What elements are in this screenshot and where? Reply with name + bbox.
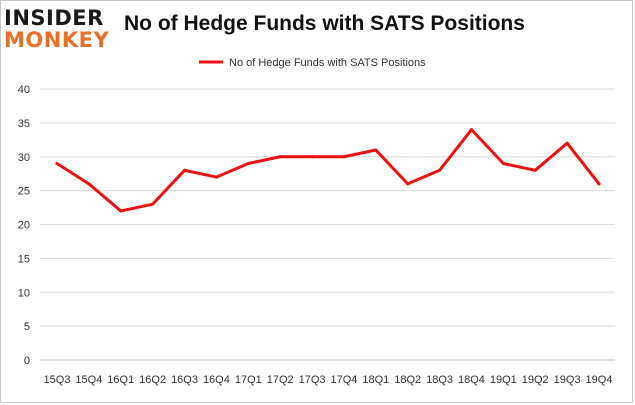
data-point <box>406 182 410 186</box>
data-point <box>597 182 601 186</box>
y-tick-label: 5 <box>24 321 30 333</box>
data-point <box>533 168 537 172</box>
data-point <box>214 175 218 179</box>
y-tick-label: 40 <box>18 84 30 96</box>
series-line <box>55 128 601 213</box>
legend-label: No of Hedge Funds with SATS Positions <box>229 57 426 69</box>
data-point <box>342 155 346 159</box>
data-point <box>278 155 282 159</box>
x-tick-label: 18Q4 <box>458 374 485 386</box>
x-tick-label: 17Q2 <box>267 374 294 386</box>
x-tick-label: 18Q3 <box>426 374 453 386</box>
x-tick-label: 15Q3 <box>44 374 71 386</box>
x-tick-label: 17Q3 <box>299 374 326 386</box>
y-tick-label: 10 <box>18 287 30 299</box>
insider-monkey-logo: INSIDER MONKEY <box>4 6 116 52</box>
y-tick-label: 20 <box>18 220 30 232</box>
data-point <box>87 182 91 186</box>
data-point <box>151 202 155 206</box>
x-tick-label: 19Q2 <box>522 374 549 386</box>
logo-line-2: MONKEY <box>4 28 110 52</box>
y-tick-label: 15 <box>18 253 30 265</box>
x-tick-label: 18Q1 <box>362 374 389 386</box>
x-tick-label: 18Q2 <box>394 374 421 386</box>
logo-line-1: INSIDER <box>4 6 104 30</box>
data-point <box>246 162 250 166</box>
x-tick-label: 16Q2 <box>139 374 166 386</box>
data-point <box>55 162 59 166</box>
y-tick-label: 25 <box>18 186 30 198</box>
y-tick-label: 0 <box>24 355 30 367</box>
data-point <box>438 168 442 172</box>
x-tick-label: 16Q1 <box>107 374 134 386</box>
y-tick-label: 30 <box>18 152 30 164</box>
data-point <box>310 155 314 159</box>
x-tick-label: 16Q3 <box>171 374 198 386</box>
data-point <box>119 209 123 213</box>
chart-title: No of Hedge Funds with SATS Positions <box>124 12 525 35</box>
x-tick-label: 19Q4 <box>586 374 613 386</box>
x-tick-label: 15Q4 <box>75 374 102 386</box>
y-tick-label: 35 <box>18 118 30 130</box>
data-point <box>374 148 378 152</box>
data-point <box>565 141 569 145</box>
x-tick-label: 17Q4 <box>330 374 357 386</box>
x-tick-label: 17Q1 <box>235 374 262 386</box>
x-tick-label: 16Q4 <box>203 374 230 386</box>
data-point <box>183 168 187 172</box>
x-tick-label: 19Q3 <box>554 374 581 386</box>
data-point <box>501 162 505 166</box>
x-tick-label: 19Q1 <box>490 374 517 386</box>
data-point <box>469 128 473 132</box>
